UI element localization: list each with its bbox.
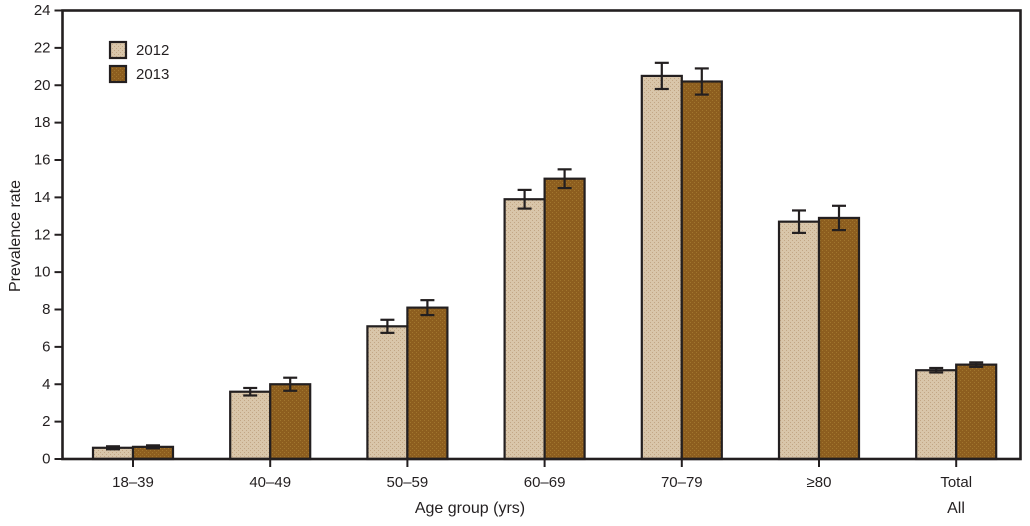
bar-2012-4 xyxy=(640,74,683,461)
plot-border xyxy=(61,9,1022,461)
x-axis-tick-label: Total xyxy=(940,474,972,491)
bar-2013-5 xyxy=(817,216,861,461)
y-axis-tick-label: 24 xyxy=(34,2,51,19)
y-axis-tick-label: 18 xyxy=(34,114,51,131)
legend-label-2013: 2013 xyxy=(136,66,169,83)
y-axis-tick-label: 16 xyxy=(34,152,51,169)
legend-label-2012: 2012 xyxy=(136,42,169,59)
bar-2012-1 xyxy=(229,390,272,461)
y-axis-tick-label: 14 xyxy=(34,189,51,206)
bar-2012-5 xyxy=(777,220,821,461)
x-axis-title: Age group (yrs) xyxy=(415,500,525,517)
y-axis-tick-label: 10 xyxy=(34,264,51,281)
x-axis-tick-label: 40–49 xyxy=(249,474,291,491)
x-axis-tick-label: 60–69 xyxy=(524,474,566,491)
y-axis-tick-label: 12 xyxy=(34,226,51,243)
y-axis-tick-label: 2 xyxy=(42,413,50,430)
x-axis-tick-label: 50–59 xyxy=(387,474,429,491)
bar-2013-2 xyxy=(406,306,449,461)
y-axis-title: Prevalence rate xyxy=(7,180,24,292)
x-axis-tick-label: 18–39 xyxy=(112,474,154,491)
bar-2013-4 xyxy=(680,80,723,461)
y-axis-tick-label: 22 xyxy=(34,39,51,56)
bar-2012-2 xyxy=(366,325,409,461)
bar-2012-3 xyxy=(503,198,546,461)
legend-swatch-2013 xyxy=(108,64,128,84)
x-axis-tick-label: 70–79 xyxy=(661,474,703,491)
bar-2012-6 xyxy=(915,369,958,461)
y-axis-tick-label: 20 xyxy=(34,77,51,94)
total-all-sublabel: All xyxy=(947,500,965,517)
y-axis-tick-label: 4 xyxy=(42,376,50,393)
legend: 2012 2013 xyxy=(108,40,169,84)
legend-swatch-2012 xyxy=(108,40,128,60)
y-axis-tick-label: 6 xyxy=(42,338,50,355)
y-axis-tick-label: 0 xyxy=(42,451,50,468)
bar-2013-6 xyxy=(955,363,998,461)
bar-2013-3 xyxy=(543,177,586,461)
bar-2013-1 xyxy=(269,383,312,461)
y-axis-tick-label: 8 xyxy=(42,301,50,318)
x-axis-tick-label: ≥80 xyxy=(807,474,832,491)
